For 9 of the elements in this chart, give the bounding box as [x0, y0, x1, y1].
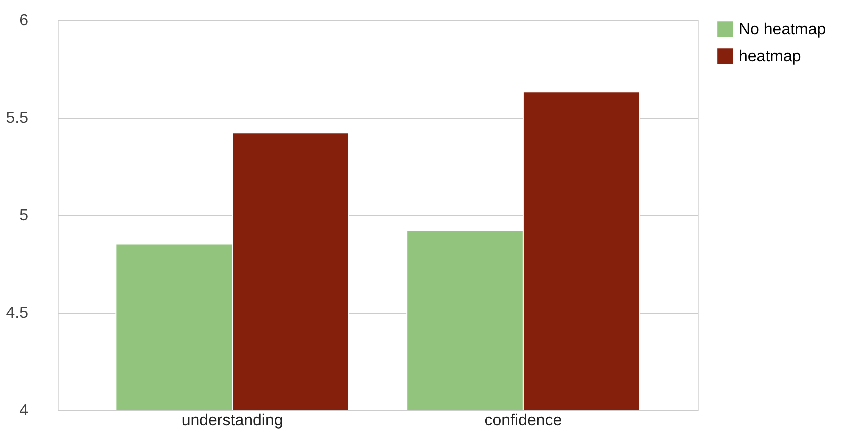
legend-label: heatmap	[739, 48, 802, 66]
x-tick-label: understanding	[182, 412, 284, 430]
y-tick-label: 5.5	[6, 110, 29, 127]
legend-label: No heatmap	[739, 22, 826, 38]
y-tick-label: 5	[20, 208, 29, 224]
y-tick-label: 4.5	[6, 305, 29, 322]
y-tick-label: 6	[20, 12, 29, 30]
y-tick-label: 4	[20, 402, 29, 420]
x-tick-label: confidence	[484, 412, 562, 430]
